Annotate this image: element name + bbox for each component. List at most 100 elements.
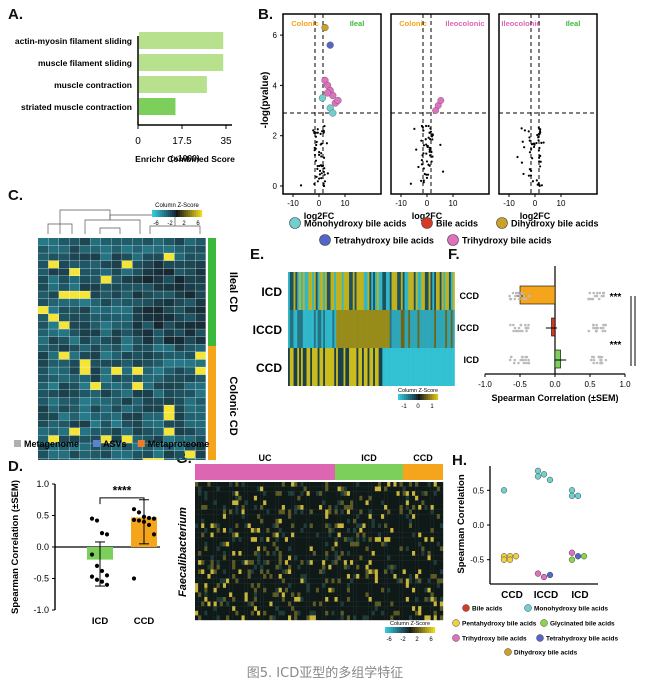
chart-g-cell	[325, 606, 329, 611]
chart-g-cell	[291, 514, 295, 519]
chart-c-cell	[164, 298, 175, 307]
chart-e-cell	[450, 348, 453, 386]
chart-g-cell	[430, 523, 434, 529]
chart-g-cell	[195, 546, 199, 552]
chart-g-cell	[421, 597, 425, 602]
chart-c-cell	[90, 428, 101, 436]
chart-g-cell	[266, 555, 270, 561]
chart-e-cell	[382, 272, 385, 310]
chart-g-cell	[377, 486, 382, 492]
chart-g-cell	[415, 555, 419, 561]
chart-c-cell	[195, 352, 206, 360]
chart-g-cell	[322, 560, 326, 565]
chart-g-colorbar-cell	[429, 627, 432, 633]
chart-g-cell	[222, 546, 227, 552]
chart-g-cell	[399, 505, 403, 510]
chart-g-cell	[210, 486, 214, 492]
chart-g-cell	[294, 583, 298, 588]
chart-b-point	[426, 173, 430, 176]
chart-g-cell	[315, 587, 320, 593]
chart-g-cell	[408, 509, 413, 515]
chart-g-cell	[365, 518, 369, 524]
chart-b-point	[537, 135, 540, 139]
chart-g-cell	[284, 610, 289, 616]
chart-g-cell	[284, 482, 289, 487]
chart-g-cell	[281, 546, 286, 552]
chart-c-cell	[143, 321, 154, 329]
chart-g-cell	[365, 500, 369, 506]
chart-g-cell	[247, 518, 251, 524]
chart-g-cell	[257, 505, 261, 510]
chart-g-cell	[235, 546, 239, 552]
chart-c-cell	[195, 276, 206, 284]
chart-g-cell	[219, 505, 224, 510]
chart-g-cell	[418, 491, 422, 496]
chart-g-cell	[365, 486, 369, 492]
chart-g-cell	[439, 555, 444, 561]
chart-g-cell	[201, 537, 205, 542]
chart-b-point	[320, 177, 323, 180]
chart-c-cell	[69, 428, 80, 436]
chart-g-cell	[247, 546, 251, 552]
chart-g-cell	[281, 564, 286, 570]
chart-g-cell	[371, 610, 375, 616]
chart-g-cell	[309, 578, 313, 584]
chart-g-cell	[387, 574, 391, 579]
chart-f-tick-label: -1.0	[478, 380, 492, 389]
chart-g-cell	[284, 514, 289, 519]
chart-g-cell	[356, 597, 360, 602]
chart-g-cell	[219, 495, 224, 501]
chart-g-cell	[278, 583, 282, 588]
chart-e-cell	[432, 272, 435, 310]
chart-c-cell	[111, 298, 122, 307]
chart-g-cell	[263, 532, 267, 538]
chart-e-cell	[312, 348, 315, 386]
chart-e-heatmap	[288, 272, 455, 386]
chart-g-cell	[272, 597, 276, 602]
chart-g-cell	[309, 569, 313, 575]
chart-f-point	[602, 291, 606, 295]
chart-h-legend-label: Glycinated bile acids	[550, 621, 615, 628]
chart-g-cell	[387, 578, 391, 584]
chart-g-cell	[381, 546, 385, 552]
chart-g-cell	[427, 551, 431, 556]
chart-e-cell	[341, 272, 344, 310]
chart-e-cell	[343, 272, 346, 310]
chart-g-cell	[418, 509, 422, 515]
chart-c-cell	[59, 238, 70, 246]
chart-h-point	[568, 487, 576, 494]
chart-g-cell	[244, 482, 248, 487]
chart-g-cell	[340, 555, 344, 561]
chart-g-cell	[350, 551, 354, 556]
chart-c-cell	[90, 238, 101, 246]
chart-g-cell	[371, 518, 375, 524]
chart-g-cell	[331, 514, 335, 519]
chart-g-cell	[309, 606, 313, 611]
chart-g-cell	[390, 537, 394, 542]
chart-g-cell	[427, 569, 431, 575]
chart-c-cell	[195, 405, 206, 413]
chart-g-cell	[387, 532, 391, 538]
chart-g-cell	[288, 491, 292, 496]
chart-g-cell	[263, 518, 267, 524]
chart-g-cell	[216, 495, 220, 501]
chart-g-cell	[253, 532, 258, 538]
chart-g-cell	[430, 587, 434, 593]
chart-g-cell	[204, 610, 208, 616]
chart-g-cell	[303, 551, 307, 556]
chart-g-cell	[334, 541, 338, 547]
chart-g-cell	[418, 495, 422, 501]
chart-g-cell	[312, 606, 317, 611]
chart-g-cell	[297, 555, 301, 561]
chart-c-cell	[80, 435, 91, 443]
chart-g-cell	[427, 495, 431, 501]
chart-e-cell	[367, 310, 370, 348]
chart-g-cell	[247, 555, 251, 561]
chart-g-cell	[381, 569, 385, 575]
chart-g-cell	[421, 569, 425, 575]
chart-g-cell	[241, 610, 245, 616]
chart-g-cell	[384, 541, 388, 547]
chart-g-cell	[216, 541, 220, 547]
chart-c-cell	[174, 329, 185, 337]
chart-e-cell	[334, 272, 337, 310]
